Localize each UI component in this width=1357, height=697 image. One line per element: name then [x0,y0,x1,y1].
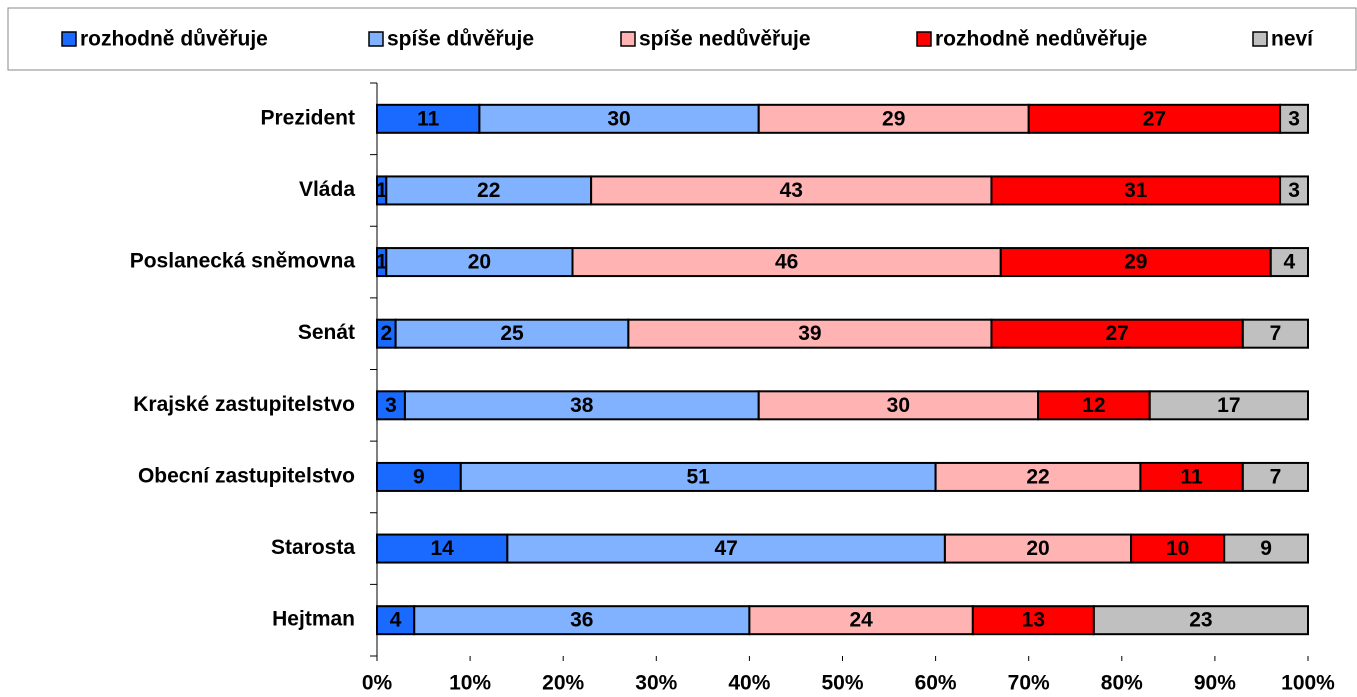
data-label: 12 [1082,394,1105,417]
data-label: 7 [1270,322,1282,345]
bar-segment [1223,533,1309,564]
legend-swatch [620,31,636,47]
x-tick-label: 60% [915,672,957,695]
data-label: 22 [1026,465,1049,488]
bar-segment [1279,175,1309,206]
y-tick-label: Senát [298,321,355,344]
bar-segment [1148,390,1309,421]
bar-segment [1092,605,1309,636]
bar-segment [990,175,1282,206]
x-tick-label: 10% [449,672,491,695]
legend-box [7,7,1357,71]
data-label: 31 [1124,179,1148,202]
bar-segment [1279,103,1309,134]
bar-segment [1241,318,1309,349]
data-label: 3 [1288,107,1300,130]
y-tick-label: Poslanecká sněmovna [130,250,356,273]
y-tick-label: Krajské zastupitelstvo [133,393,355,416]
data-label: 39 [798,322,821,345]
bar-segment [1269,247,1310,278]
bar-segment [376,533,509,564]
legend-swatch [1252,31,1268,47]
legend-swatch [368,31,384,47]
legend-label: spíše nedůvěřuje [639,28,811,51]
data-label: 30 [607,107,630,130]
data-label: 29 [882,107,905,130]
data-label: 51 [687,465,711,488]
data-label: 36 [570,609,593,632]
x-tick-label: 0% [362,672,393,695]
y-tick-label: Vláda [299,178,355,201]
data-label: 29 [1124,251,1147,274]
y-tick-label: Hejtman [272,608,355,631]
x-tick-label: 80% [1101,672,1143,695]
bar-segment [413,605,751,636]
data-label: 4 [1284,251,1296,274]
bar-segment [1037,390,1151,421]
data-label: 14 [430,537,454,560]
data-label: 9 [1260,537,1272,560]
data-label: 43 [780,179,803,202]
legend-label: neví [1271,28,1314,51]
bar-segment [1139,461,1244,492]
data-label: 9 [413,465,425,488]
data-label: 38 [570,394,594,417]
bar-segment [459,461,937,492]
data-label: 27 [1105,322,1128,345]
legend-label: spíše důvěřuje [387,28,534,51]
data-label: 1 [376,179,388,202]
data-label: 17 [1217,394,1240,417]
data-label: 23 [1189,609,1212,632]
data-label: 24 [849,609,873,632]
y-tick-label: Prezident [260,106,355,129]
data-label: 2 [380,322,392,345]
bar-segment [1027,103,1282,134]
bar-segment [571,247,1002,278]
bar-segment [478,103,760,134]
data-label: 7 [1270,465,1282,488]
y-tick-label: Starosta [271,536,355,559]
data-label: 30 [887,394,910,417]
bar-segment [999,247,1272,278]
x-tick-label: 70% [1008,672,1050,695]
legend-label: rozhodně důvěřuje [80,28,268,51]
bar-segment [757,103,1030,134]
bar-segment [990,318,1244,349]
bar-segment [757,390,1040,421]
x-tick-label: 30% [635,672,677,695]
data-label: 20 [1026,537,1049,560]
bar-segment [403,390,760,421]
data-label: 1 [376,251,388,274]
data-label: 4 [390,609,402,632]
data-label: 11 [1181,465,1204,488]
data-label: 10 [1166,537,1189,560]
x-tick-label: 20% [542,672,584,695]
data-label: 13 [1022,609,1045,632]
data-label: 47 [714,537,737,560]
data-label: 11 [417,107,440,130]
y-tick-label: Obecní zastupitelstvo [138,464,355,487]
x-tick-label: 40% [728,672,770,695]
x-tick-label: 90% [1194,672,1236,695]
data-label: 20 [468,251,491,274]
bar-segment [385,175,593,206]
x-tick-label: 100% [1281,672,1335,695]
data-label: 25 [500,322,524,345]
data-label: 27 [1143,107,1166,130]
data-label: 46 [775,251,798,274]
bar-segment [943,533,1133,564]
bar-segment [376,605,416,636]
bar-segment [1241,461,1309,492]
data-label: 22 [477,179,500,202]
legend-label: rozhodně nedůvěřuje [935,28,1147,51]
data-label: 3 [385,394,397,417]
x-tick-label: 50% [821,672,863,695]
legend-swatch [61,31,77,47]
data-label: 3 [1288,179,1300,202]
legend-swatch [916,31,932,47]
